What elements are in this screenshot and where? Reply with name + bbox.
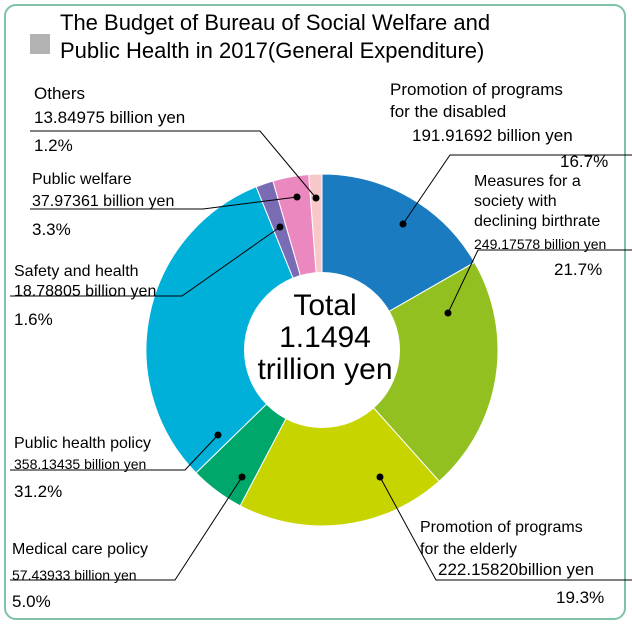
title-marker: [30, 34, 50, 54]
label-elderly-name-2: for the elderly: [420, 541, 517, 558]
center-line-1: Total: [293, 289, 357, 322]
label-safety-name: Safety and health: [14, 263, 139, 280]
label-birthrate-name-3: declining birthrate: [474, 213, 601, 230]
label-disabled-value: 191.91692 billion yen: [412, 126, 573, 145]
label-birthrate-pct: 21.7%: [554, 260, 603, 279]
leader-others: [30, 130, 317, 199]
label-elderly-name-1: Promotion of programs: [420, 519, 583, 536]
leader-welfare: [30, 196, 298, 210]
center-line-3: trillion yen: [257, 353, 393, 386]
label-safety-value: 18.78805 billion yen: [14, 283, 157, 300]
label-others-value: 13.84975 billion yen: [34, 108, 186, 127]
label-welfare-pct: 3.3%: [32, 220, 71, 239]
dot-medical: [238, 473, 246, 481]
dot-welfare: [293, 193, 301, 201]
pie-slice-measures-for-a-society-with-declining-birthrate: [321, 261, 499, 482]
label-others-pct: 1.2%: [34, 136, 73, 155]
label-medical-name: Medical care policy: [12, 541, 149, 558]
label-publichealth-value: 358.13435 billion yen: [14, 456, 147, 472]
label-medical-pct: 5.0%: [12, 592, 51, 611]
dot-birthrate: [444, 309, 452, 317]
dot-publichealth: [214, 431, 222, 439]
leader-medical: [10, 476, 243, 581]
label-disabled-name-1: Promotion of programs: [390, 80, 563, 99]
dot-disabled: [399, 220, 407, 228]
leader-safety: [10, 226, 281, 297]
pie-slice-public-health-policy: [145, 186, 323, 474]
label-publichealth-pct: 31.2%: [14, 482, 63, 501]
label-birthrate-name-1: Measures for a: [474, 173, 581, 190]
pie-slice-promotion-of-programs-for-the-elderly: [239, 349, 440, 527]
label-publichealth-name: Public health policy: [14, 435, 151, 452]
dot-others: [312, 194, 320, 202]
label-disabled-name-2: for the disabled: [390, 102, 507, 121]
label-welfare-value: 37.97361 billion yen: [32, 193, 175, 210]
label-others-name: Others: [34, 84, 86, 103]
center-total: Total 1.1494 trillion yen: [240, 290, 410, 386]
leader-elderly: [379, 476, 632, 581]
label-elderly-value: 222.15820billion yen: [438, 560, 594, 579]
donut-hole: [244, 272, 400, 428]
label-birthrate-value: 249.17578 billion yen: [474, 236, 607, 252]
label-welfare-name: Public welfare: [32, 171, 132, 188]
leader-birthrate: [447, 249, 632, 314]
leader-disabled: [402, 154, 632, 225]
center-line-2: 1.1494: [279, 321, 371, 354]
label-medical-value: 57.43933 billion yen: [12, 567, 137, 583]
chart-title-line-2: Public Health in 2017(General Expenditur…: [60, 38, 485, 63]
dot-elderly: [376, 473, 384, 481]
label-disabled-pct: 16.7%: [560, 152, 609, 171]
label-safety-pct: 1.6%: [14, 310, 53, 329]
label-birthrate-name-2: society with: [474, 193, 557, 210]
label-elderly-pct: 19.3%: [556, 588, 605, 607]
leader-publichealth: [10, 434, 219, 471]
chart-title-line-1: The Budget of Bureau of Social Welfare a…: [60, 10, 491, 35]
dot-safety: [276, 223, 284, 231]
